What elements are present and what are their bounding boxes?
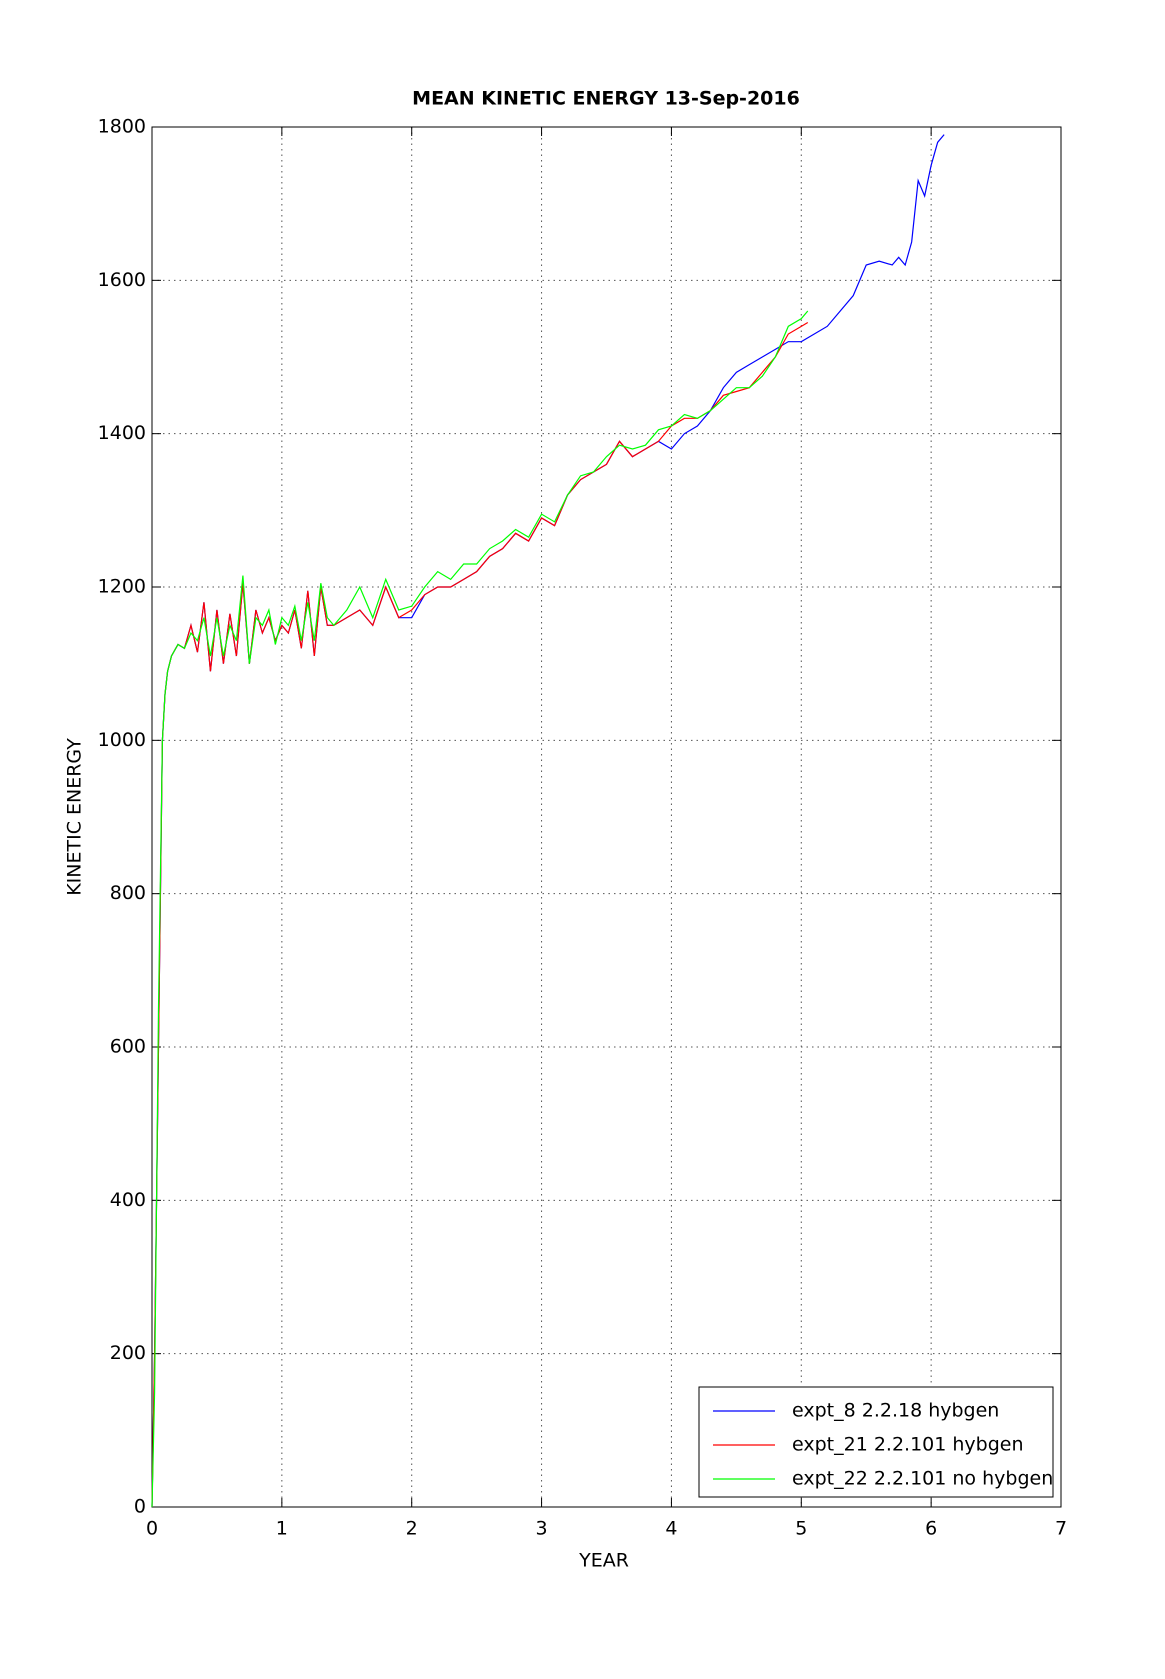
legend-label: expt_21 2.2.101 hybgen [792, 1434, 1024, 1456]
data-line [151, 321, 809, 1508]
chart-title: MEAN KINETIC ENERGY 13-Sep-2016 [412, 88, 800, 110]
y-tick-label: 0 [134, 1496, 146, 1518]
x-axis-label: YEAR [578, 1550, 629, 1572]
y-tick-label: 400 [110, 1189, 146, 1211]
y-tick-label: 1400 [98, 422, 146, 444]
data-line [151, 310, 809, 1508]
y-axis-label: KINETIC ENERGY [64, 738, 86, 896]
y-tick-label: 800 [110, 882, 146, 904]
y-tick-label: 1600 [98, 269, 146, 291]
x-tick-label: 1 [276, 1518, 288, 1540]
x-tick-label: 4 [665, 1518, 677, 1540]
x-tick-label: 5 [795, 1518, 807, 1540]
x-tick-label: 3 [536, 1518, 548, 1540]
y-tick-label: 200 [110, 1342, 146, 1364]
y-tick-label: 1000 [98, 729, 146, 751]
plot-frame [151, 126, 1062, 1508]
x-tick-label: 7 [1055, 1518, 1067, 1540]
x-tick-label: 6 [925, 1518, 937, 1540]
y-tick-label: 1200 [98, 576, 146, 598]
legend-label: expt_8 2.2.18 hybgen [792, 1400, 999, 1422]
y-tick-label: 1800 [98, 116, 146, 138]
x-tick-label: 0 [146, 1518, 158, 1540]
x-tick-label: 2 [406, 1518, 418, 1540]
y-tick-label: 600 [110, 1036, 146, 1058]
legend-label: expt_22 2.2.101 no hybgen [792, 1468, 1053, 1490]
